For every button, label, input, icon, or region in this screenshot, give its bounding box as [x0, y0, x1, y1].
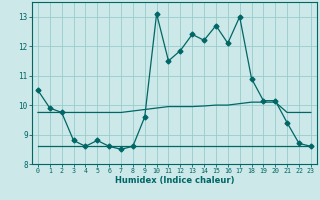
X-axis label: Humidex (Indice chaleur): Humidex (Indice chaleur)	[115, 176, 234, 185]
